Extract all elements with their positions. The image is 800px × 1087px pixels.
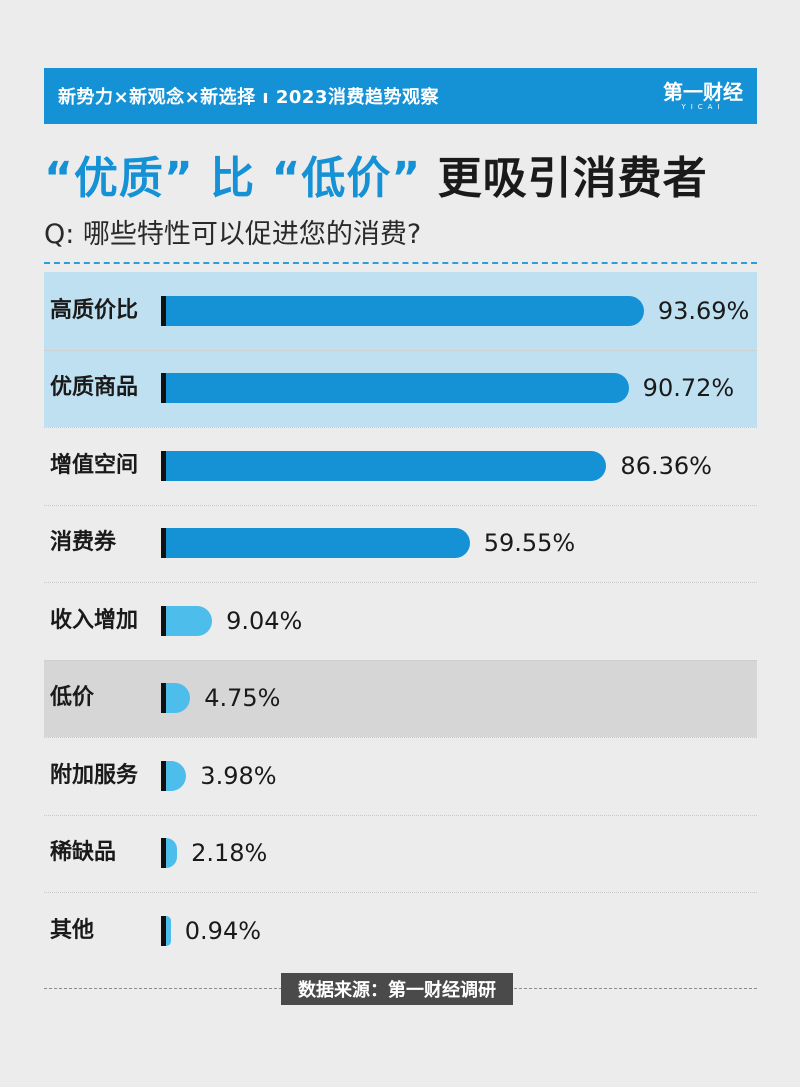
data-source: 数据来源：第一财经调研 <box>281 973 513 1005</box>
title-part-quality: “优质” <box>44 153 194 204</box>
title-part-lowprice: “低价” <box>271 153 422 204</box>
logo-text: 第一财经 <box>663 79 743 104</box>
bar <box>166 295 644 326</box>
category-label: 稀缺品 <box>50 840 117 866</box>
bar <box>166 915 171 946</box>
row-gray-highlight <box>44 659 757 737</box>
bar <box>166 528 470 559</box>
category-label: 增值空间 <box>50 452 139 478</box>
category-label: 高质价比 <box>50 297 139 323</box>
row-separator <box>44 582 757 583</box>
bar-start-marker <box>161 838 166 869</box>
bar-start-marker <box>161 373 166 404</box>
logo-subtext: YICAI <box>681 102 725 111</box>
category-label: 低价 <box>50 685 95 711</box>
top-divider <box>44 262 757 264</box>
row-separator <box>44 504 757 506</box>
value-label: 86.36% <box>620 451 712 480</box>
page-title: “优质” 比 “低价” 更吸引消费者 <box>44 142 764 206</box>
value-label: 90.72% <box>642 374 735 403</box>
header-banner: 新势力×新观念×新选择 ı 2023消费趋势观察 第一财经 YICAI <box>44 68 757 124</box>
row-separator <box>44 892 757 893</box>
yicai-logo: 第一财经 YICAI <box>663 82 743 111</box>
bar <box>166 373 629 404</box>
value-label: 2.18% <box>191 839 268 868</box>
bar-start-marker <box>161 683 166 714</box>
row-separator <box>44 814 757 816</box>
category-label: 附加服务 <box>50 762 139 788</box>
bar-start-marker <box>161 295 166 326</box>
category-label: 收入增加 <box>50 607 139 633</box>
bar <box>166 838 178 869</box>
value-label: 93.69% <box>657 296 750 325</box>
row-separator <box>44 427 757 428</box>
title-part-than: 比 <box>210 153 256 204</box>
category-label: 优质商品 <box>50 375 139 401</box>
row-separator <box>44 349 757 351</box>
value-label: 4.75% <box>204 684 281 713</box>
bar-start-marker <box>161 760 166 791</box>
bar-start-marker <box>161 450 166 481</box>
row-separator <box>44 737 757 738</box>
banner-text: 新势力×新观念×新选择 ı 2023消费趋势观察 <box>58 87 439 108</box>
bar <box>166 760 187 791</box>
bar <box>166 450 607 481</box>
title-part-rest: 更吸引消费者 <box>437 153 708 204</box>
bar-start-marker <box>161 528 166 559</box>
bar <box>166 605 213 636</box>
survey-question: Q: 哪些特性可以促进您的消费? <box>44 219 422 250</box>
bar-start-marker <box>161 605 166 636</box>
value-label: 59.55% <box>483 529 576 558</box>
value-label: 9.04% <box>226 606 303 635</box>
value-label: 3.98% <box>200 761 277 790</box>
bar-start-marker <box>161 915 166 946</box>
category-label: 其他 <box>50 917 95 943</box>
category-label: 消费券 <box>50 530 117 556</box>
row-separator <box>44 659 757 661</box>
value-label: 0.94% <box>184 916 262 945</box>
